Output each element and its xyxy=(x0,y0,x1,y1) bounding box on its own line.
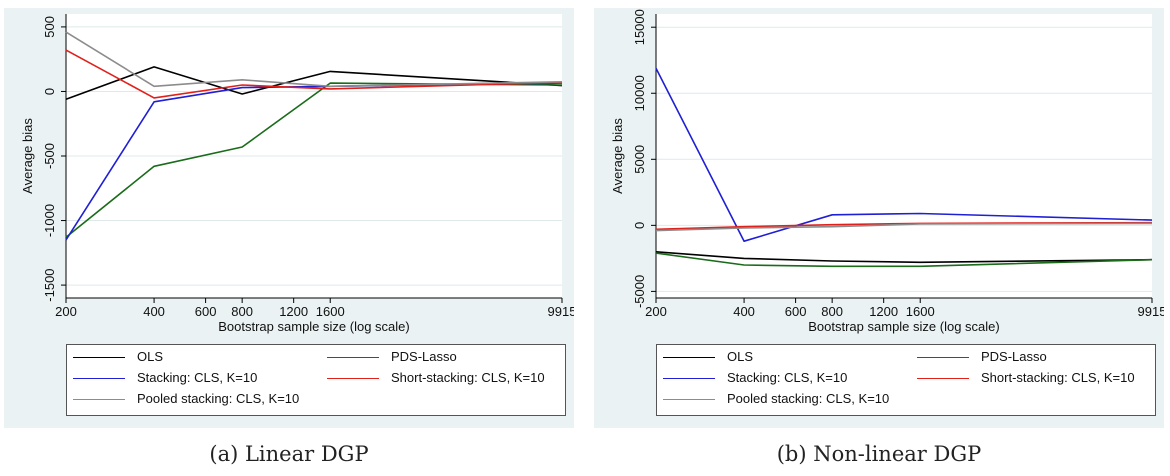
legend-label: Pooled stacking: CLS, K=10 xyxy=(727,391,890,406)
series-line-short-stacking-cls-k-10 xyxy=(65,49,563,99)
y-tick-label: 500 xyxy=(42,16,57,38)
legend-swatch xyxy=(917,378,969,380)
chart-svg-nonlinear: -5000 0 5000 10000 15000 200 400 600 800 1200 1600… xyxy=(610,9,1164,334)
chart-panel-linear: -1500 -1000 -500 0 500 200 400 600 800 1200 1600 99… xyxy=(4,8,574,428)
x-tick-label: 400 xyxy=(733,304,755,319)
legend-label: Stacking: CLS, K=10 xyxy=(727,370,848,385)
legend-swatch xyxy=(327,378,379,380)
y-tick-label: 15000 xyxy=(632,9,647,45)
series-line-pds-lasso xyxy=(655,252,1153,268)
y-tick-label: -1500 xyxy=(42,268,57,301)
caption-linear: (a) Linear DGP xyxy=(209,442,369,466)
x-tick-label: 600 xyxy=(785,304,807,319)
legend-item: Stacking: CLS, K=10 xyxy=(73,370,257,388)
y-tick-label: 0 xyxy=(42,88,57,95)
series-line-ols xyxy=(65,66,563,100)
x-tick-label: 600 xyxy=(195,304,217,319)
legend-swatch xyxy=(73,399,125,401)
legend-label: Short-stacking: CLS, K=10 xyxy=(981,370,1135,385)
chart-svg-linear: -1500 -1000 -500 0 500 200 400 600 800 1200 1600 99… xyxy=(20,14,574,334)
series-line-stacking-cls-k-10 xyxy=(655,67,1153,242)
y-axis-title: Average bias xyxy=(610,118,625,194)
y-tick-label: -1000 xyxy=(42,204,57,237)
series-line-pooled-stacking-cls-k-10 xyxy=(655,222,1153,232)
legend-swatch xyxy=(917,357,969,359)
legend-item: OLS xyxy=(663,349,753,367)
x-tick-label: 200 xyxy=(645,304,667,319)
legend-item: Short-stacking: CLS, K=10 xyxy=(327,370,545,388)
legend-item: Pooled stacking: CLS, K=10 xyxy=(73,391,299,409)
legend-item: PDS-Lasso xyxy=(917,349,1047,367)
legend-label: PDS-Lasso xyxy=(391,349,457,364)
legend-label: Pooled stacking: CLS, K=10 xyxy=(137,391,300,406)
x-tick-label: 1600 xyxy=(906,304,935,319)
caption-nonlinear: (b) Non-linear DGP xyxy=(776,442,982,466)
y-tick-label: -500 xyxy=(42,143,57,169)
x-axis-title: Bootstrap sample size (log scale) xyxy=(808,319,999,334)
legend-label: PDS-Lasso xyxy=(981,349,1047,364)
legend-linear: OLS PDS-Lasso Stacking: CLS, K=10 Short-sta… xyxy=(66,344,566,416)
legend-swatch xyxy=(663,357,715,359)
series-line-pooled-stacking-cls-k-10 xyxy=(65,31,563,88)
x-tick-label: 1200 xyxy=(279,304,308,319)
legend-item: Pooled stacking: CLS, K=10 xyxy=(663,391,889,409)
y-tick-label: 10000 xyxy=(632,75,647,111)
x-tick-label: 1600 xyxy=(316,304,345,319)
x-tick-label: 9915 xyxy=(1138,304,1164,319)
y-tick-label: 0 xyxy=(632,222,647,229)
plot-area xyxy=(656,14,1152,298)
chart-panel-nonlinear: -5000 0 5000 10000 15000 200 400 600 800 1200 1600… xyxy=(594,8,1164,428)
x-tick-label: 200 xyxy=(55,304,77,319)
x-axis-title: Bootstrap sample size (log scale) xyxy=(218,319,409,334)
legend-swatch xyxy=(73,357,125,359)
legend-label: OLS xyxy=(137,349,164,364)
series-line-pds-lasso xyxy=(65,82,563,238)
legend-swatch xyxy=(663,378,715,380)
x-tick-label: 400 xyxy=(143,304,165,319)
legend-label: Short-stacking: CLS, K=10 xyxy=(391,370,545,385)
y-axis-title: Average bias xyxy=(20,118,35,194)
legend-swatch xyxy=(327,357,379,359)
y-tick-label: 5000 xyxy=(632,145,647,174)
x-tick-label: 9915 xyxy=(548,304,574,319)
x-tick-label: 1200 xyxy=(869,304,898,319)
legend-item: OLS xyxy=(73,349,163,367)
y-tick-label: -5000 xyxy=(632,275,647,308)
legend-swatch xyxy=(73,378,125,380)
legend-nonlinear: OLS PDS-Lasso Stacking: CLS, K=10 Short-sta… xyxy=(656,344,1156,416)
legend-label: Stacking: CLS, K=10 xyxy=(137,370,258,385)
legend-item: Short-stacking: CLS, K=10 xyxy=(917,370,1135,388)
legend-swatch xyxy=(663,399,715,401)
x-tick-label: 800 xyxy=(821,304,843,319)
series-line-ols xyxy=(655,251,1153,264)
legend-item: PDS-Lasso xyxy=(327,349,457,367)
legend-item: Stacking: CLS, K=10 xyxy=(663,370,847,388)
x-tick-label: 800 xyxy=(231,304,253,319)
legend-label: OLS xyxy=(727,349,754,364)
